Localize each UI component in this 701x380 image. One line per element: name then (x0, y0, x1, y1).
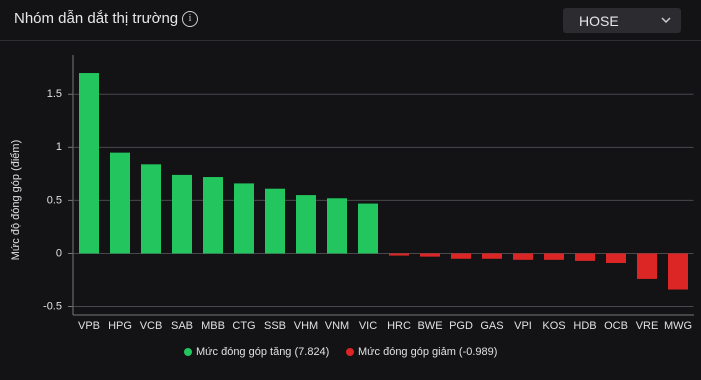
y-tick-label: 1.5 (47, 88, 62, 100)
x-tick-label: SSB (264, 320, 286, 332)
bar (296, 195, 316, 254)
x-tick-label: VHM (294, 320, 318, 332)
bar (203, 177, 223, 254)
exchange-dropdown[interactable]: HOSE (563, 8, 681, 33)
bar (575, 253, 595, 261)
bar (327, 198, 347, 254)
bar (451, 253, 471, 259)
bar (172, 174, 192, 254)
bar (420, 253, 440, 257)
bar (110, 152, 130, 254)
bar (79, 73, 99, 254)
bar (606, 253, 626, 263)
x-tick-label: BWE (417, 320, 442, 332)
bar (637, 253, 657, 279)
x-tick-label: HPG (108, 320, 132, 332)
bar (513, 253, 533, 260)
info-icon[interactable]: i (182, 11, 198, 27)
legend-label: Mức đóng góp giảm (-0.989) (358, 346, 497, 358)
bar (234, 183, 254, 254)
x-tick-label: VNM (325, 320, 349, 332)
y-tick-label: 1 (56, 141, 62, 153)
x-tick-label: KOS (542, 320, 565, 332)
y-tick-label: 0 (56, 247, 62, 259)
bar (668, 253, 688, 290)
bar (544, 253, 564, 260)
x-tick-label: VPB (78, 320, 100, 332)
legend-swatch (346, 348, 354, 356)
x-tick-label: MWG (664, 320, 692, 332)
x-tick-label: VRE (636, 320, 659, 332)
bar (389, 253, 409, 256)
y-tick-label: 0.5 (47, 194, 62, 206)
x-tick-label: CTG (232, 320, 255, 332)
x-tick-label: HRC (387, 320, 411, 332)
y-axis-title: Mức độ đóng góp (điểm) (10, 140, 22, 260)
x-tick-label: VCB (140, 320, 163, 332)
chart: Mức độ đóng góp (điểm) -0.5 0 0.5 1 1.5 VPB HP… (10, 55, 694, 358)
x-tick-label: HDB (573, 320, 596, 332)
x-tick-label: VPI (514, 320, 532, 332)
dropdown-label: HOSE (579, 13, 619, 29)
bar (482, 253, 502, 259)
x-tick-label: SAB (171, 320, 193, 332)
x-tick-label: GAS (480, 320, 503, 332)
legend-swatch (184, 348, 192, 356)
x-tick-label: OCB (604, 320, 628, 332)
legend-label: Mức đóng góp tăng (7.824) (196, 346, 329, 358)
bar (141, 164, 161, 254)
dropdown-arrow (661, 17, 671, 23)
x-tick-label: MBB (201, 320, 225, 332)
widget-title: Nhóm dẫn dắt thị trường (14, 10, 179, 27)
y-tick-label: -0.5 (43, 300, 62, 312)
bar (358, 203, 378, 254)
x-tick-label: VIC (359, 320, 377, 332)
bar (265, 188, 285, 254)
separator (0, 40, 701, 41)
x-tick-label: PGD (449, 320, 473, 332)
